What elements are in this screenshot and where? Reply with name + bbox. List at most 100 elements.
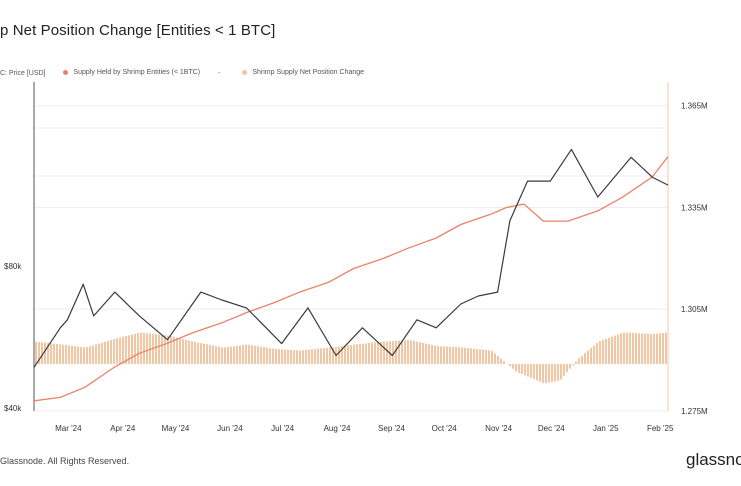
net-change-bar bbox=[104, 341, 106, 364]
net-change-bar bbox=[575, 361, 577, 364]
net-change-bar bbox=[470, 348, 472, 364]
net-change-bar bbox=[230, 346, 232, 364]
net-change-bar bbox=[443, 346, 445, 364]
legend-item-net-change: Shrimp Supply Net Position Change bbox=[242, 69, 364, 76]
net-change-bar bbox=[257, 346, 259, 364]
net-change-bar bbox=[440, 346, 442, 364]
net-change-bar bbox=[137, 333, 139, 364]
net-change-bar bbox=[590, 348, 592, 364]
net-change-bar bbox=[605, 338, 607, 364]
net-change-bar bbox=[578, 358, 580, 364]
net-change-bar bbox=[482, 349, 484, 364]
net-change-bar bbox=[128, 335, 130, 364]
net-change-bar bbox=[404, 340, 406, 364]
net-change-bar bbox=[515, 364, 517, 372]
net-change-bar bbox=[431, 344, 433, 364]
net-change-bar bbox=[464, 347, 466, 364]
net-change-bar bbox=[296, 350, 298, 364]
net-change-bar bbox=[290, 349, 292, 364]
net-change-bar bbox=[287, 349, 289, 364]
net-change-bar bbox=[458, 347, 460, 364]
net-change-bar bbox=[344, 345, 346, 364]
y-right-tick-label: 1.365M bbox=[681, 102, 708, 111]
net-change-bar bbox=[548, 364, 550, 383]
net-change-bar bbox=[512, 364, 514, 369]
net-change-bar bbox=[107, 340, 109, 364]
net-change-bar bbox=[218, 346, 220, 364]
net-change-bar bbox=[35, 341, 37, 364]
net-change-bar bbox=[149, 333, 151, 364]
net-change-bar bbox=[206, 344, 208, 364]
net-change-bar bbox=[395, 340, 397, 364]
net-change-bar bbox=[62, 344, 64, 364]
net-change-bar bbox=[416, 341, 418, 364]
net-change-bar bbox=[656, 333, 658, 364]
net-change-bar bbox=[635, 333, 637, 364]
net-change-bar bbox=[572, 364, 574, 366]
net-change-bar bbox=[644, 333, 646, 364]
net-change-bar bbox=[164, 335, 166, 364]
net-change-bar bbox=[563, 364, 565, 376]
net-change-bar bbox=[188, 340, 190, 364]
net-change-bar bbox=[413, 341, 415, 364]
net-change-bar bbox=[593, 345, 595, 364]
net-change-bar bbox=[473, 348, 475, 364]
net-change-bar bbox=[503, 361, 505, 364]
net-change-bar bbox=[41, 342, 43, 364]
net-change-bar bbox=[479, 349, 481, 364]
legend-item-price: C: Price [USD] bbox=[0, 70, 46, 77]
net-change-bar bbox=[305, 349, 307, 364]
net-change-bar bbox=[488, 350, 490, 364]
net-change-bar bbox=[383, 341, 385, 364]
net-change-bar bbox=[554, 364, 556, 382]
net-change-bar bbox=[191, 341, 193, 364]
net-change-bar bbox=[92, 345, 94, 364]
net-change-bar bbox=[599, 341, 601, 364]
net-change-bar bbox=[74, 346, 76, 364]
net-change-bar bbox=[77, 346, 79, 364]
net-change-bar bbox=[611, 336, 613, 364]
net-change-bar bbox=[662, 333, 664, 364]
net-change-bar bbox=[356, 344, 358, 364]
net-change-bar bbox=[407, 340, 409, 364]
net-change-bar bbox=[95, 344, 97, 364]
net-change-bar bbox=[221, 347, 223, 364]
net-change-bar bbox=[650, 333, 652, 364]
net-change-bar bbox=[596, 342, 598, 364]
legend-label-net-change: Shrimp Supply Net Position Change bbox=[252, 69, 365, 76]
legend-separator: - bbox=[218, 70, 221, 77]
brand-logo: glassnode bbox=[686, 450, 741, 469]
net-change-bar bbox=[53, 343, 55, 364]
net-change-bar bbox=[539, 364, 541, 382]
net-change-bar bbox=[386, 341, 388, 364]
net-change-bar bbox=[179, 338, 181, 364]
x-tick-label: Sep '24 bbox=[378, 424, 405, 433]
net-change-bar bbox=[185, 339, 187, 364]
net-change-bar bbox=[314, 349, 316, 364]
net-change-bar bbox=[200, 343, 202, 364]
net-change-bar bbox=[233, 346, 235, 364]
net-change-bar bbox=[329, 347, 331, 364]
net-change-bar bbox=[524, 364, 526, 376]
legend-dot-supply bbox=[63, 70, 69, 75]
net-change-bar bbox=[620, 333, 622, 364]
net-change-bar bbox=[203, 343, 205, 364]
net-change-bar bbox=[500, 358, 502, 364]
net-change-bar bbox=[155, 334, 157, 364]
net-change-bar bbox=[530, 364, 532, 378]
net-change-bar bbox=[176, 337, 178, 364]
net-change-bar bbox=[347, 345, 349, 364]
net-change-bar bbox=[86, 347, 88, 364]
legend: C: Price [USD] Supply Held by Shrimp Ent… bbox=[0, 69, 380, 77]
net-change-bar bbox=[560, 364, 562, 380]
net-change-bar bbox=[173, 336, 175, 364]
net-change-bar bbox=[461, 347, 463, 364]
net-change-bar bbox=[545, 364, 547, 384]
net-change-bar bbox=[365, 343, 367, 364]
net-change-bar bbox=[632, 332, 634, 364]
net-change-bar bbox=[527, 364, 529, 377]
net-change-bar bbox=[323, 348, 325, 364]
net-change-bar bbox=[455, 347, 457, 364]
net-change-bar bbox=[260, 346, 262, 364]
